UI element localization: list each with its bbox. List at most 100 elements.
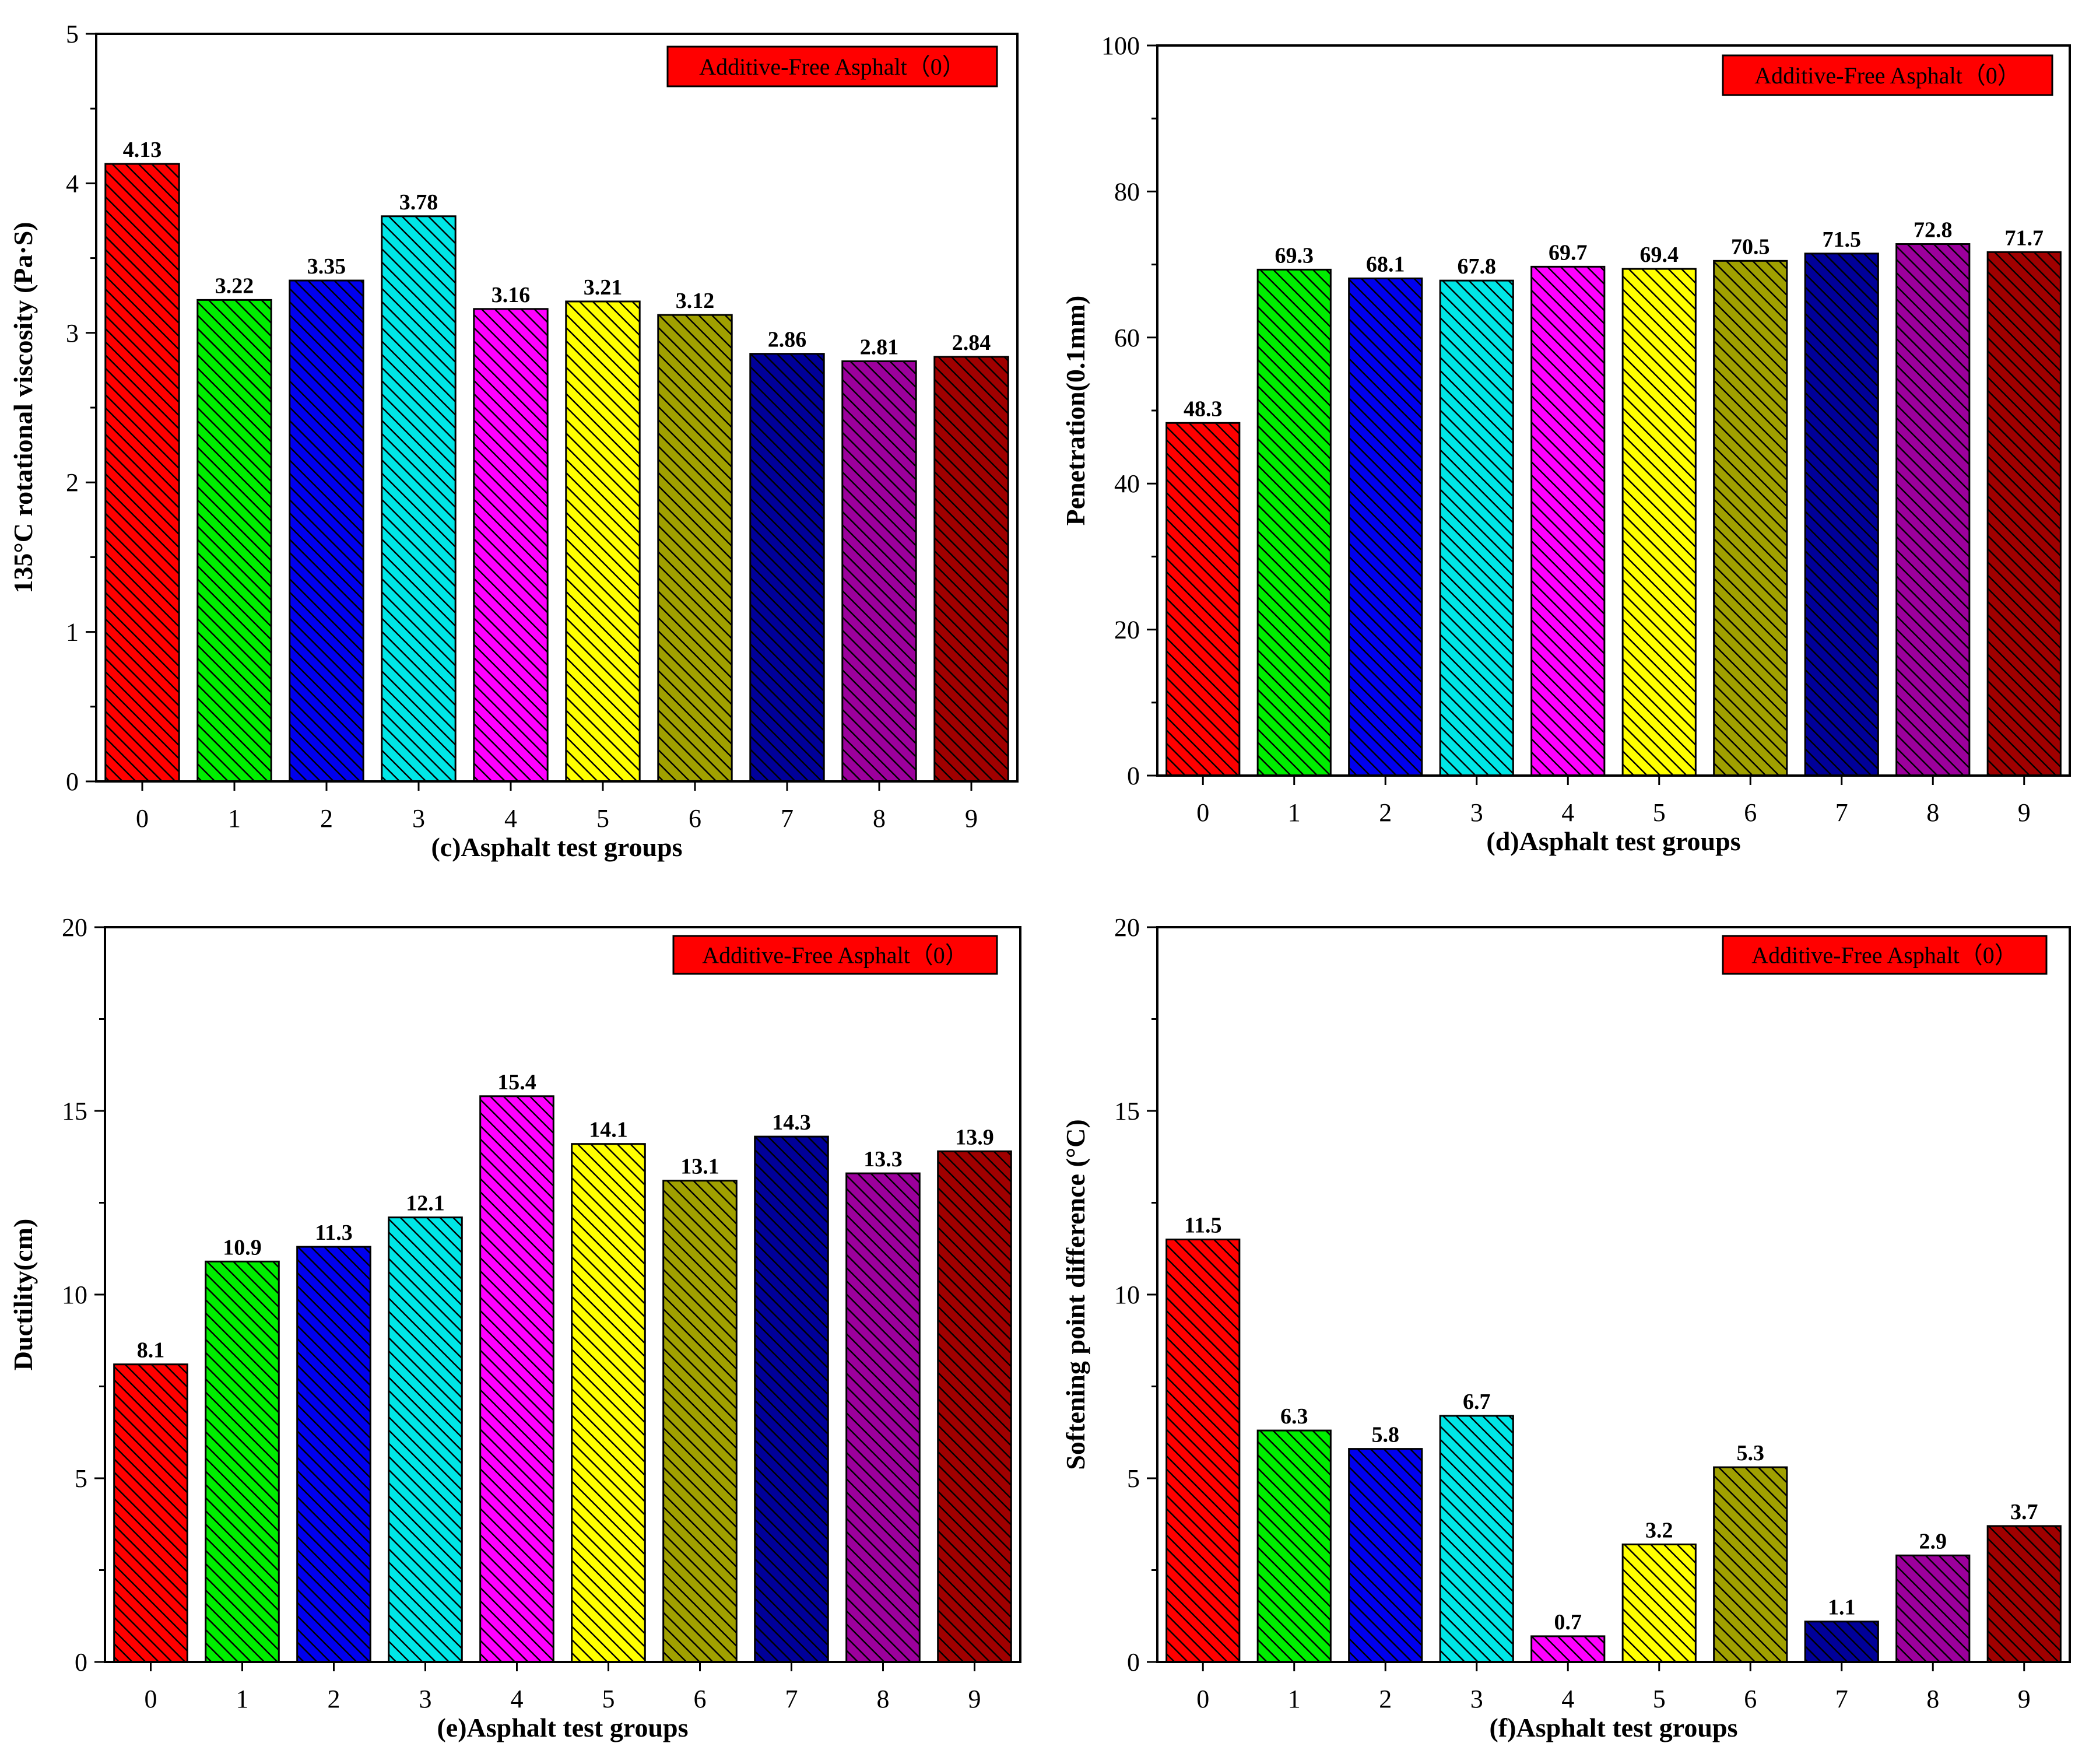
bar-group-2 <box>1348 277 1423 777</box>
x-tick-label: 2 <box>1379 798 1392 827</box>
bar-group-6 <box>657 314 733 783</box>
data-label: 2.9 <box>1919 1529 1947 1553</box>
ductility-chart: 8.1 0 10.9 1 11.3 2 12.1 3 15.4 4 14.1 5 13.1 6 14.3 7 1… <box>8 913 1021 1742</box>
y-tick-label: 15 <box>62 1097 87 1125</box>
y-axis-title: 135°C rotational viscosity (Pa·S) <box>8 222 38 593</box>
x-tick-label: 8 <box>1926 798 1939 827</box>
legend-box <box>1722 54 2053 96</box>
bar-group-9 <box>1986 251 2062 777</box>
x-tick-label: 5 <box>1653 798 1666 827</box>
bar-group-4 <box>473 308 549 783</box>
bar-group-1 <box>1256 1429 1332 1663</box>
data-label: 13.3 <box>863 1147 903 1172</box>
y-axis-title: Penetration(0.1mm) <box>1061 296 1090 526</box>
bar-group-4 <box>1530 1635 1606 1663</box>
bar-group-2 <box>296 1246 371 1663</box>
data-label: 69.3 <box>1275 243 1314 268</box>
y-tick-label: 0 <box>66 767 79 796</box>
x-tick-label: 1 <box>228 804 241 833</box>
bar-group-5 <box>565 300 641 783</box>
data-label: 3.7 <box>2010 1500 2038 1524</box>
x-tick-label: 7 <box>1835 798 1848 827</box>
x-tick-label: 5 <box>602 1685 615 1713</box>
x-tick-label: 9 <box>965 804 978 833</box>
data-label: 1.1 <box>1828 1595 1856 1620</box>
y-tick-label: 2 <box>66 468 79 497</box>
x-axis-title: (f)Asphalt test groups <box>1490 1713 1738 1742</box>
bar-group-8 <box>841 360 917 783</box>
bar-group-5 <box>1621 268 1697 777</box>
bar-group-6 <box>662 1180 738 1663</box>
data-label: 2.84 <box>952 331 991 355</box>
bar-group-9 <box>933 356 1009 783</box>
bar-group-5 <box>571 1143 646 1663</box>
y-tick-label: 0 <box>75 1648 87 1677</box>
bar-group-3 <box>381 215 457 783</box>
x-tick-label: 2 <box>328 1685 340 1713</box>
data-label: 2.81 <box>860 335 899 360</box>
data-label: 11.3 <box>315 1221 352 1245</box>
x-tick-label: 2 <box>320 804 333 833</box>
data-label: 12.1 <box>406 1191 445 1216</box>
bar-group-0 <box>113 1363 188 1663</box>
bar-group-5 <box>1621 1543 1697 1663</box>
data-label: 3.22 <box>215 273 254 298</box>
x-tick-label: 3 <box>419 1685 432 1713</box>
bar-group-6 <box>1713 259 1788 777</box>
bar-group-0 <box>1165 422 1241 777</box>
data-label: 71.5 <box>1823 227 1862 252</box>
y-tick-label: 80 <box>1114 177 1140 206</box>
bar-group-7 <box>754 1135 829 1663</box>
data-label: 3.16 <box>491 283 531 307</box>
legend-box <box>666 45 998 87</box>
y-tick-label: 4 <box>66 169 79 198</box>
y-tick-label: 5 <box>75 1464 87 1493</box>
y-tick-label: 3 <box>66 319 79 348</box>
bar-group-7 <box>749 353 825 783</box>
bar-group-4 <box>1530 265 1606 777</box>
bar-group-3 <box>1439 1415 1514 1663</box>
x-tick-label: 8 <box>1926 1685 1939 1713</box>
x-tick-label: 6 <box>1744 1685 1757 1713</box>
y-tick-label: 1 <box>66 618 79 647</box>
bar-group-2 <box>289 279 364 783</box>
legend-label: Additive-Free Asphalt（0） <box>699 54 965 80</box>
x-tick-label: 1 <box>1288 1685 1301 1713</box>
data-label: 48.3 <box>1184 397 1223 421</box>
y-tick-label: 60 <box>1114 324 1140 352</box>
data-label: 70.5 <box>1731 234 1770 259</box>
bar-group-7 <box>1804 1621 1879 1663</box>
data-label: 0.7 <box>1554 1610 1582 1635</box>
legend-box <box>672 935 998 975</box>
y-tick-label: 40 <box>1114 469 1140 498</box>
y-tick-label: 20 <box>62 913 87 942</box>
data-label: 67.8 <box>1458 254 1497 279</box>
bar-group-1 <box>196 299 272 783</box>
bar-group-7 <box>1804 252 1879 777</box>
data-label: 5.3 <box>1737 1441 1765 1465</box>
data-label: 69.7 <box>1549 240 1588 265</box>
x-axis-title: (e)Asphalt test groups <box>437 1713 688 1742</box>
bar-group-3 <box>388 1216 463 1663</box>
bar-group-1 <box>1256 268 1332 777</box>
penetration-chart: 48.3 0 69.3 1 68.1 2 67.8 3 69.7 4 69.4 5 70.5 6 71.5 7… <box>1061 31 2071 856</box>
viscosity-chart: 4.13 0 3.22 1 3.35 2 3.78 3 3.16 4 3.21 5 3.12 6 2.86 7… <box>8 20 1019 862</box>
data-label: 69.4 <box>1640 243 1679 267</box>
data-label: 3.35 <box>307 254 346 279</box>
bar-group-3 <box>1439 279 1514 777</box>
data-label: 11.5 <box>1184 1214 1221 1238</box>
data-label: 6.3 <box>1280 1404 1308 1429</box>
x-tick-label: 0 <box>1196 798 1209 827</box>
bar-group-8 <box>1895 243 1971 777</box>
x-tick-label: 8 <box>873 804 886 833</box>
data-label: 13.9 <box>955 1125 994 1149</box>
x-tick-label: 3 <box>1470 1685 1483 1713</box>
x-tick-label: 5 <box>1653 1685 1666 1713</box>
bar-group-4 <box>479 1095 554 1663</box>
y-tick-label: 5 <box>66 20 79 48</box>
data-label: 4.13 <box>123 138 162 162</box>
data-label: 2.86 <box>768 328 807 352</box>
data-label: 6.7 <box>1463 1390 1491 1414</box>
y-tick-label: 20 <box>1114 913 1140 942</box>
